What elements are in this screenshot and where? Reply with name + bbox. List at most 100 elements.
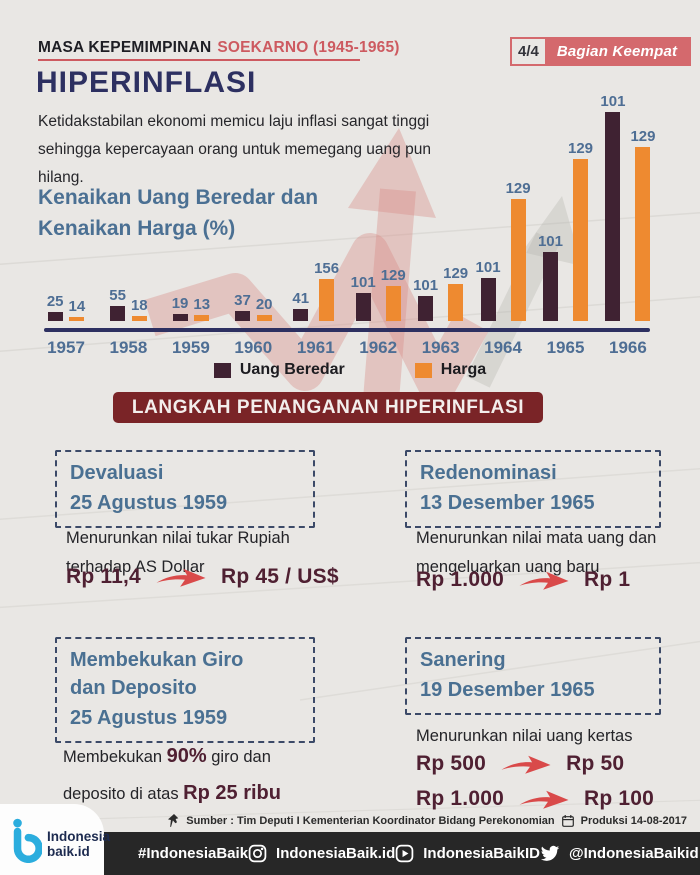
- description-text: Menurunkan nilai mata uang dan mengeluar…: [416, 529, 657, 576]
- bar-uang-beredar: [234, 311, 250, 321]
- bar-uang-beredar: [293, 309, 309, 321]
- conversion-from: Rp 1.000: [416, 787, 504, 810]
- bar-wrap: 101: [351, 274, 376, 321]
- step-date: 19 Desember 1965: [420, 679, 595, 701]
- bar-group-1966: 101 129: [600, 93, 655, 321]
- bar-value-label: 129: [443, 265, 469, 282]
- step-card-membekukan-giro: Membekukan Giro dan Deposito 25 Agustus …: [55, 637, 315, 743]
- bar-wrap: 14: [69, 298, 85, 321]
- x-axis-line: [44, 328, 650, 332]
- part-badge: 4/4 Bagian Keempat: [510, 37, 692, 66]
- section-banner: LANGKAH PENANGANAN HIPERINFLASI: [113, 392, 543, 423]
- bar-group-1964: 101 129: [476, 180, 531, 321]
- year-label: 1961: [296, 338, 335, 357]
- bar-group-1961: 41 156: [292, 260, 339, 321]
- conversion-list: Rp 11,4 Rp 45 / US$: [66, 565, 339, 589]
- step-description: Menurunkan nilai tukar Rupiah terhadap A…: [66, 524, 306, 582]
- bar-wrap: 156: [314, 260, 339, 321]
- bar-value-label: 129: [505, 180, 531, 197]
- badge-number: 4/4: [512, 39, 545, 64]
- conversion-row: Rp 1.000 Rp 1: [416, 568, 630, 592]
- bar-harga: [194, 315, 210, 321]
- source-text: Sumber : Tim Deputi I Kementerian Koordi…: [186, 814, 555, 827]
- logo-card: Indonesia baik.id: [0, 804, 110, 875]
- bar-group-1958: 55 18: [106, 287, 150, 321]
- bar-group-1963: 101 129: [413, 265, 468, 321]
- conversion-list: Rp 1.000 Rp 1: [416, 568, 630, 592]
- kicker-accent: SOEKARNO (1945-1965): [217, 39, 400, 56]
- step-card-devaluasi: Devaluasi 25 Agustus 1959: [55, 450, 315, 528]
- bar-value-label: 101: [350, 274, 376, 291]
- step-description: Menurunkan nilai mata uang dan mengeluar…: [416, 524, 671, 582]
- social-label: IndonesiaBaik.id: [276, 845, 396, 862]
- step-description: Membekukan 90% giro dan deposito di atas…: [63, 738, 313, 812]
- legend-label: Harga: [440, 361, 487, 378]
- bar-value-label: 101: [600, 93, 626, 110]
- indonesiabaik-logo-icon: [13, 818, 42, 863]
- bar-uang-beredar: [480, 278, 496, 321]
- step-date: 25 Agustus 1959: [70, 492, 228, 514]
- bar-wrap: 13: [193, 296, 210, 321]
- rising-arrow-watermark: [144, 128, 582, 404]
- bar-group-1957: 25 14: [44, 293, 88, 321]
- conversion-from: Rp 1.000: [416, 568, 504, 591]
- bar-harga: [448, 284, 464, 321]
- step-card-redenominasi: Redenominasi 13 Desember 1965: [405, 450, 661, 528]
- social-bar: #IndonesiaBaik IndonesiaBaik.id Indonesi…: [0, 832, 700, 875]
- year-label: 1959: [171, 338, 210, 357]
- legend-item: Harga: [414, 361, 487, 379]
- twitter-icon: [540, 845, 560, 861]
- bar-harga: [69, 317, 85, 321]
- bar-harga: [573, 159, 589, 321]
- conversion-from: Rp 11,4: [66, 565, 141, 588]
- step-description: Menurunkan nilai uang kertas: [416, 722, 676, 751]
- year-label: 1965: [546, 338, 585, 357]
- bar-wrap: 20: [256, 296, 273, 321]
- bar-chart: 25 14 55 18 19 13 37 20 41 156 101 129 101 129 101 129 1…: [44, 88, 655, 321]
- fold-lines: [0, 211, 700, 823]
- bar-wrap: 129: [381, 267, 406, 321]
- bar-wrap: 55: [109, 287, 126, 321]
- bar-value-label: 55: [109, 287, 126, 304]
- bar-group-1960: 37 20: [231, 292, 275, 321]
- arrow-right-icon: [501, 755, 551, 774]
- bar-value-label: 156: [314, 260, 340, 277]
- step-title: Membekukan Giro dan Deposito: [70, 649, 244, 699]
- year-label: 1957: [47, 338, 85, 357]
- step-card-sanering: Sanering 19 Desember 1965: [405, 637, 661, 715]
- bar-wrap: 101: [476, 259, 501, 321]
- social-youtube: IndonesiaBaikID: [395, 844, 540, 863]
- year-label: 1958: [109, 338, 148, 357]
- conversion-to: Rp 100: [583, 787, 655, 810]
- social-label: @IndonesiaBaikid: [568, 845, 699, 862]
- bar-uang-beredar: [110, 306, 126, 321]
- instagram-icon: [248, 844, 267, 863]
- conversion-row: Rp 1.000 Rp 100: [416, 787, 654, 811]
- bar-wrap: 129: [630, 128, 655, 321]
- step-title: Redenominasi: [420, 462, 557, 484]
- legend-item: Uang Beredar: [213, 361, 345, 379]
- conversion-to: Rp 50: [566, 752, 625, 775]
- bar-wrap: 101: [413, 277, 438, 321]
- social-label: #IndonesiaBaik: [138, 845, 249, 862]
- bar-wrap: 101: [600, 93, 625, 321]
- chart-title: Kenaikan Uang Beredar dan Kenaikan Harga…: [38, 186, 319, 240]
- bar-value-label: 129: [380, 267, 406, 284]
- conversion-to: Rp 1: [583, 568, 631, 591]
- bar-uang-beredar: [418, 296, 434, 321]
- bar-value-label: 101: [537, 233, 563, 250]
- step-title: Devaluasi: [70, 462, 164, 484]
- social-instagram: IndonesiaBaik.id: [248, 844, 395, 863]
- arrow-right-icon: [156, 568, 206, 587]
- production-text: Produksi 14-08-2017: [580, 814, 687, 827]
- x-axis-labels: 1957 1958 1959 1960 1961 1962 1963 1964 1965 1966: [44, 338, 650, 358]
- bar-value-label: 20: [255, 296, 273, 313]
- conversion-row: Rp 11,4 Rp 45 / US$: [66, 565, 339, 589]
- bar-value-label: 101: [475, 259, 501, 276]
- bar-value-label: 129: [630, 128, 656, 145]
- description-text: Menurunkan nilai uang kertas: [416, 727, 633, 745]
- step-date: 25 Agustus 1959: [70, 707, 228, 729]
- bar-wrap: 129: [568, 140, 593, 321]
- bar-uang-beredar: [355, 293, 371, 321]
- bar-value-label: 101: [413, 277, 439, 294]
